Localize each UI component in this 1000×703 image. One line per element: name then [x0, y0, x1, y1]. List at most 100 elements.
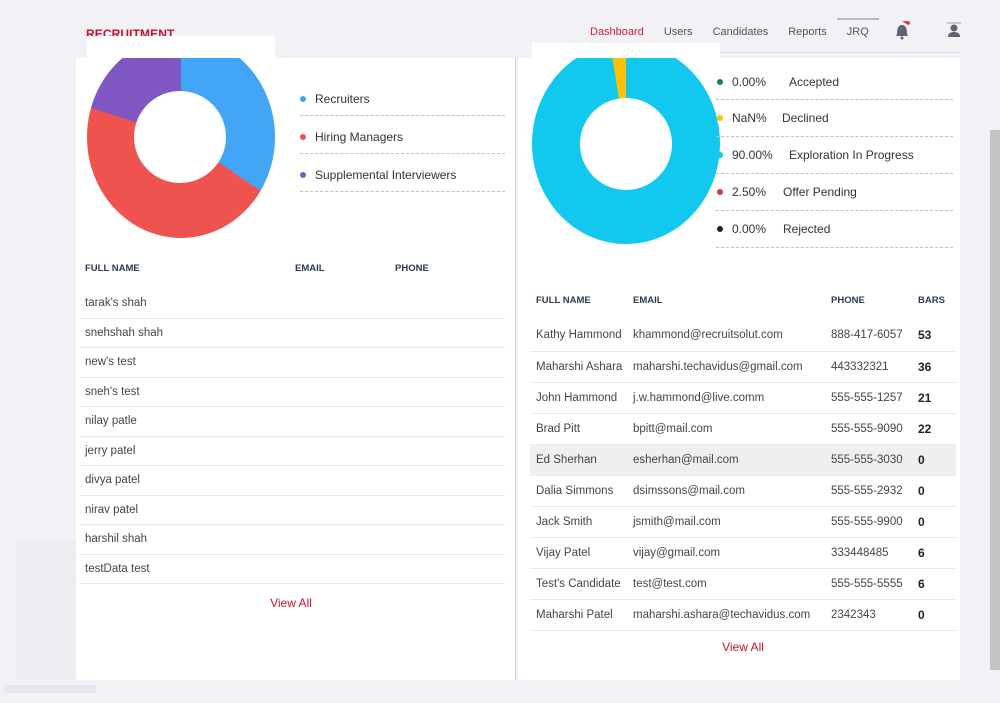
cell-name: divya patel — [79, 465, 295, 496]
legend-label: Declined — [782, 111, 829, 125]
table-row[interactable]: Kathy Hammond khammond@recruitsolut.com 88… — [530, 320, 956, 352]
legend-label: Offer Pending — [783, 185, 857, 199]
table-row[interactable]: Test's Candidate test@test.com 555-555-555… — [530, 568, 956, 600]
view-all-users-link[interactable]: View All — [270, 596, 312, 610]
table-row[interactable]: Maharshi Patel maharshi.ashara@techavidus… — [530, 599, 956, 631]
legend-accepted[interactable]: 0.00% Accepted — [716, 64, 953, 100]
legend-dot-icon — [717, 189, 723, 195]
candidate-status-legend: 0.00% Accepted NaN% Declined 90.00% Expl… — [716, 64, 953, 248]
cell-email — [295, 465, 395, 496]
table-row[interactable]: new's test — [79, 347, 505, 378]
cell-phone: 555-555-1257 — [831, 382, 918, 414]
legend-hiring-managers[interactable]: Hiring Managers — [300, 116, 505, 154]
cell-phone: 555-555-9900 — [831, 506, 918, 538]
table-row[interactable]: tarak's shah — [79, 288, 505, 319]
cell-email — [295, 288, 395, 319]
user-icon[interactable] — [941, 18, 967, 54]
cell-bars: 0 — [918, 444, 956, 476]
legend-exploration-in-progress[interactable]: 90.00% Exploration In Progress — [716, 137, 953, 174]
table-row[interactable]: Jack Smith jsmith@mail.com 555-555-9900 0 — [530, 506, 956, 538]
users-chart-legend: Recruiters Hiring Managers Supplemental … — [300, 78, 505, 192]
table-row-hovered[interactable]: Ed Sherhan esherhan@mail.com 555-555-3030 0 — [530, 444, 956, 476]
legend-label: Supplemental Interviewers — [315, 167, 457, 182]
nav-users[interactable]: Users — [663, 26, 693, 38]
cell-name: testData test — [79, 554, 295, 584]
cell-name: nirav patel — [79, 495, 295, 525]
cell-phone: 2342343 — [831, 599, 918, 631]
cell-email — [295, 436, 395, 466]
legend-dot-icon — [300, 171, 306, 178]
col-phone: PHONE — [831, 294, 865, 306]
cell-email: jsmith@mail.com — [633, 506, 831, 538]
table-row[interactable]: nirav patel — [79, 495, 505, 525]
table-row[interactable]: Dalia Simmons dsimssons@mail.com 555-555-2… — [530, 475, 956, 507]
legend-label: Accepted — [789, 74, 840, 89]
table-row[interactable]: harshil shah — [79, 524, 505, 555]
table-row[interactable]: Brad Pitt bpitt@mail.com 555-555-9090 22 — [530, 413, 956, 445]
cell-name: harshil shah — [79, 524, 295, 555]
table-row[interactable]: divya patel — [79, 465, 505, 496]
col-email: EMAIL — [633, 294, 663, 306]
table-row[interactable]: jerry patel — [79, 436, 505, 466]
cell-phone: 555-555-9090 — [831, 413, 918, 445]
cell-bars: 0 — [918, 475, 956, 507]
page-scrollbar[interactable] — [990, 130, 1000, 670]
table-row[interactable]: testData test — [79, 554, 505, 584]
legend-recruiters[interactable]: Recruiters — [300, 78, 505, 116]
nav-candidates[interactable]: Candidates — [712, 26, 769, 38]
nav-reports[interactable]: Reports — [788, 26, 827, 38]
cell-phone — [395, 465, 505, 496]
cell-email: test@test.com — [633, 568, 831, 600]
table-row[interactable]: Vijay Patel vijay@gmail.com 333448485 6 — [530, 537, 956, 569]
legend-dot-icon — [717, 115, 723, 121]
col-phone: PHONE — [395, 262, 429, 274]
legend-offer-pending[interactable]: 2.50% Offer Pending — [716, 174, 953, 211]
cell-name: Maharshi Patel — [530, 599, 633, 631]
cell-phone: 888-417-6057 — [831, 320, 918, 352]
cell-name: snehshah shah — [79, 318, 295, 348]
cell-email: maharshi.ashara@techavidus.com — [633, 599, 831, 631]
cell-bars: 6 — [918, 537, 956, 569]
view-all-candidates-link[interactable]: View All — [722, 640, 764, 654]
candidates-table: FULL NAME EMAIL PHONE BARS Kathy Hammond… — [530, 288, 956, 631]
legend-dot-icon — [717, 152, 723, 158]
legend-rejected[interactable]: 0.00% Rejected — [716, 211, 953, 248]
legend-declined[interactable]: NaN% Declined — [716, 100, 953, 137]
table-row[interactable]: snehshah shah — [79, 318, 505, 348]
cell-phone — [395, 318, 505, 348]
decorative-background — [16, 540, 80, 680]
cell-email: bpitt@mail.com — [633, 413, 831, 445]
cell-name: Jack Smith — [530, 506, 633, 538]
cell-phone: 333448485 — [831, 537, 918, 569]
cell-name: Test's Candidate — [530, 568, 633, 600]
table-row[interactable]: John Hammond j.w.hammond@live.comm 555-555… — [530, 382, 956, 414]
nav-jrq[interactable]: JRQ — [836, 18, 879, 54]
cell-phone: 555-555-3030 — [831, 444, 918, 476]
candidate-status-donut-chart — [532, 43, 720, 244]
cell-email — [295, 377, 395, 407]
cell-phone — [395, 436, 505, 466]
table-row[interactable]: sneh's test — [79, 377, 505, 407]
cell-phone — [395, 347, 505, 378]
cell-name: sneh's test — [79, 377, 295, 407]
cell-name: jerry patel — [79, 436, 295, 466]
cell-bars: 6 — [918, 568, 956, 600]
table-row[interactable]: nilay patle — [79, 406, 505, 437]
col-full-name: FULL NAME — [85, 262, 140, 274]
cell-bars: 0 — [918, 599, 956, 631]
table-row[interactable]: Maharshi Ashara maharshi.techavidus@gmail… — [530, 351, 956, 383]
cell-email — [295, 347, 395, 378]
cell-bars: 53 — [918, 320, 956, 352]
cell-name: Maharshi Ashara — [530, 351, 633, 383]
legend-dot-icon — [300, 95, 306, 102]
cell-email: maharshi.techavidus@gmail.com — [633, 351, 831, 383]
col-email: EMAIL — [295, 262, 325, 274]
users-table: FULL NAME EMAIL PHONE tarak's shah snehs… — [79, 256, 505, 584]
cell-bars: 21 — [918, 382, 956, 414]
cell-email — [295, 495, 395, 525]
legend-label: Rejected — [783, 222, 831, 236]
legend-supplemental-interviewers[interactable]: Supplemental Interviewers — [300, 154, 505, 192]
bell-icon[interactable] — [889, 18, 915, 54]
cell-phone: 443332321 — [831, 351, 918, 383]
cell-name: Kathy Hammond — [530, 320, 633, 352]
